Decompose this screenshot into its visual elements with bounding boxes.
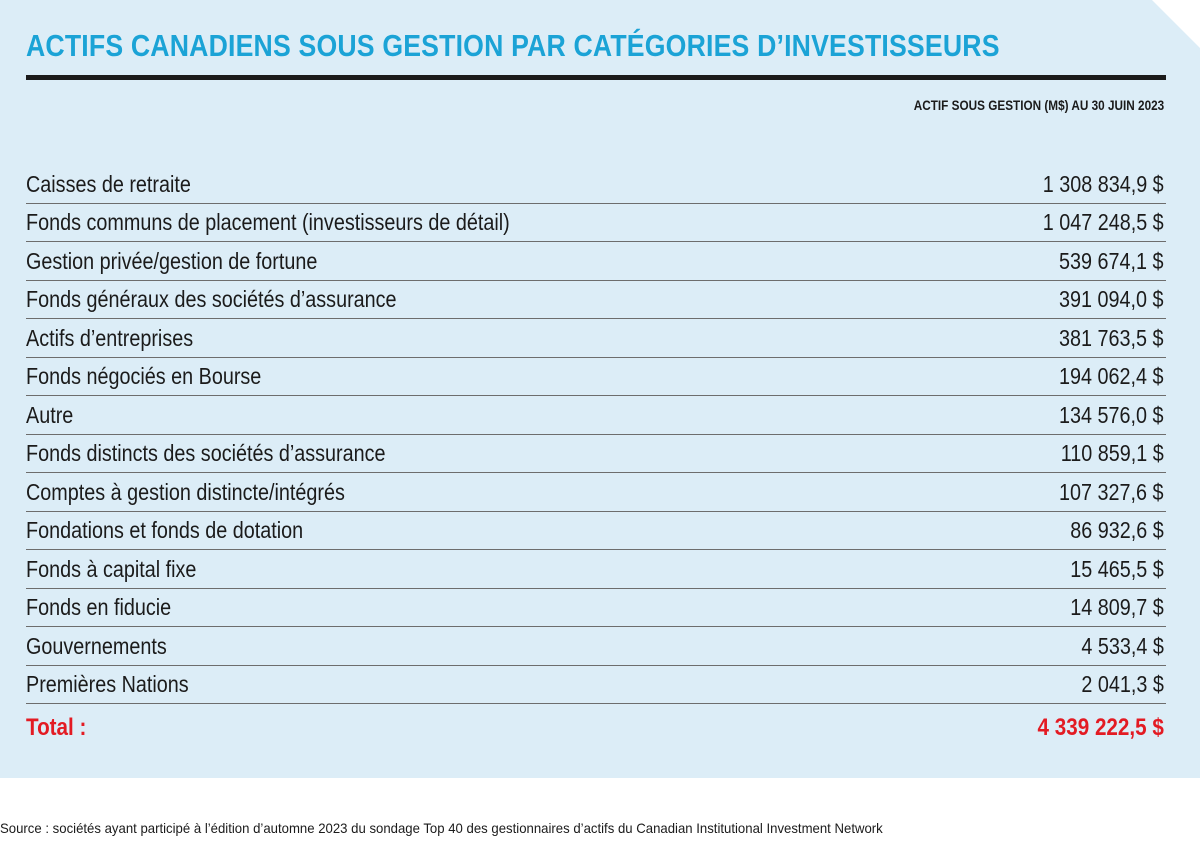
row-label: Caisses de retraite xyxy=(26,170,191,197)
table-row: Fonds en fiducie 14 809,7 $ xyxy=(26,589,1166,627)
total-label: Total : xyxy=(26,714,87,741)
row-label: Fonds négociés en Bourse xyxy=(26,363,262,389)
table-row: Fonds négociés en Bourse 194 062,4 $ xyxy=(26,358,1166,396)
chart-panel: ACTIFS CANADIENS SOUS GESTION PAR CATÉGO… xyxy=(0,0,1200,778)
row-label: Fonds communs de placement (investisseur… xyxy=(26,209,510,235)
table-row: Comptes à gestion distincte/intégrés 107 … xyxy=(26,473,1166,512)
chart-title: ACTIFS CANADIENS SOUS GESTION PAR CATÉGO… xyxy=(26,28,1000,63)
table-row: Actifs d’entreprises 381 763,5 $ xyxy=(26,319,1166,358)
row-label: Premières Nations xyxy=(26,671,189,697)
row-value: 134 576,0 $ xyxy=(1059,401,1164,428)
row-value: 4 533,4 $ xyxy=(1081,632,1164,659)
table-row: Autre 134 576,0 $ xyxy=(26,396,1166,435)
row-label: Fondations et fonds de dotation xyxy=(26,517,304,543)
row-label: Actifs d’entreprises xyxy=(26,324,194,351)
row-label: Gouvernements xyxy=(26,632,167,659)
source-note: Source : sociétés ayant participé à l’éd… xyxy=(0,820,883,836)
row-value: 86 932,6 $ xyxy=(1070,517,1164,543)
row-value: 1 047 248,5 $ xyxy=(1043,209,1164,235)
row-value: 391 094,0 $ xyxy=(1059,286,1164,312)
row-label: Fonds distincts des sociétés d’assurance xyxy=(26,440,386,466)
table-row: Gouvernements 4 533,4 $ xyxy=(26,627,1166,666)
row-value: 381 763,5 $ xyxy=(1059,324,1164,351)
row-label: Fonds à capital fixe xyxy=(26,555,197,582)
table-row: Fonds à capital fixe 15 465,5 $ xyxy=(26,550,1166,589)
row-label: Comptes à gestion distincte/intégrés xyxy=(26,478,345,505)
data-table: Caisses de retraite 1 308 834,9 $ Fonds co… xyxy=(26,165,1166,748)
folded-corner xyxy=(1152,0,1200,48)
row-value: 194 062,4 $ xyxy=(1059,363,1164,389)
table-row: Premières Nations 2 041,3 $ xyxy=(26,666,1166,704)
total-value: 4 339 222,5 $ xyxy=(1037,714,1164,741)
total-row: Total : 4 339 222,5 $ xyxy=(26,704,1166,748)
table-row: Gestion privée/gestion de fortune 539 674… xyxy=(26,242,1166,281)
table-row: Caisses de retraite 1 308 834,9 $ xyxy=(26,165,1166,204)
table-row: Fondations et fonds de dotation 86 932,6 … xyxy=(26,512,1166,550)
row-value: 110 859,1 $ xyxy=(1060,440,1164,466)
row-label: Autre xyxy=(26,401,74,428)
row-value: 107 327,6 $ xyxy=(1059,478,1164,505)
row-label: Fonds généraux des sociétés d’assurance xyxy=(26,286,397,312)
row-value: 2 041,3 $ xyxy=(1081,671,1164,697)
row-value: 1 308 834,9 $ xyxy=(1043,170,1164,197)
row-label: Fonds en fiducie xyxy=(26,594,172,620)
title-rule xyxy=(26,75,1166,80)
row-value: 15 465,5 $ xyxy=(1070,555,1164,582)
row-label: Gestion privée/gestion de fortune xyxy=(26,247,318,274)
column-header: ACTIF SOUS GESTION (M$) AU 30 JUIN 2023 xyxy=(913,97,1164,113)
table-row: Fonds généraux des sociétés d’assurance 3… xyxy=(26,281,1166,319)
table-row: Fonds communs de placement (investisseur… xyxy=(26,204,1166,242)
row-value: 539 674,1 $ xyxy=(1059,247,1164,274)
table-row: Fonds distincts des sociétés d’assurance… xyxy=(26,435,1166,473)
row-value: 14 809,7 $ xyxy=(1070,594,1164,620)
